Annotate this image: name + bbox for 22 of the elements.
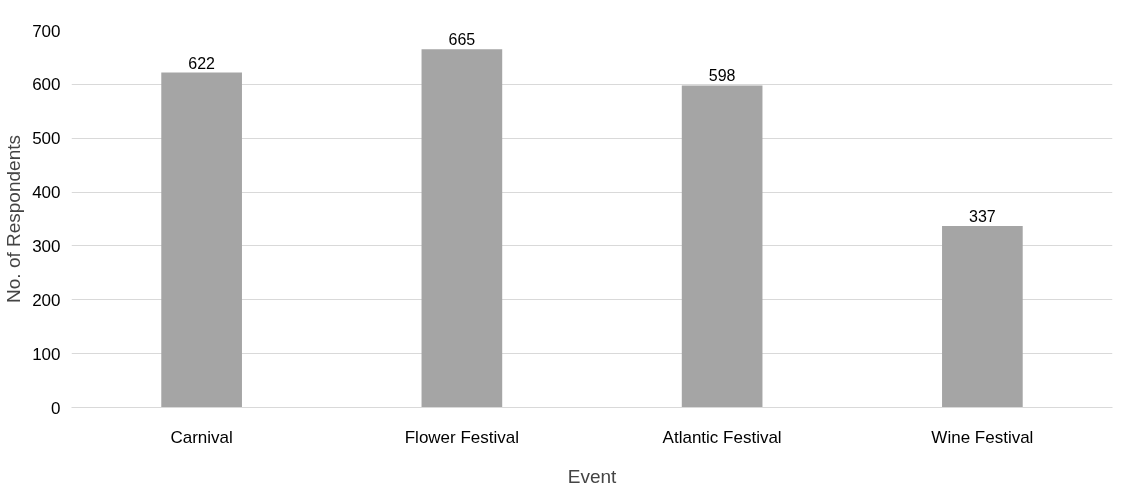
- x-tick-label: Atlantic Festival: [662, 427, 782, 447]
- bar: [681, 85, 763, 408]
- data-label: 337: [969, 208, 996, 225]
- y-tick-label: 100: [32, 344, 61, 364]
- x-tick-label: Carnival: [170, 427, 233, 447]
- y-tick-label: 0: [51, 398, 61, 418]
- data-label: 598: [708, 67, 736, 85]
- bar: [942, 226, 1023, 408]
- y-tick-label: 600: [32, 75, 61, 95]
- x-tick-label: Wine Festival: [931, 427, 1034, 447]
- y-tick-label: 400: [32, 183, 61, 203]
- x-axis-title: Event: [567, 465, 618, 487]
- y-tick-label: 300: [32, 236, 61, 256]
- data-label: 622: [188, 54, 216, 72]
- x-tick-label: Flower Festival: [404, 427, 520, 447]
- y-axis-title: No. of Respondents: [3, 135, 25, 303]
- bar: [161, 72, 242, 408]
- bar: [421, 49, 503, 408]
- data-label: 665: [448, 31, 476, 49]
- y-tick-label: 700: [32, 21, 61, 41]
- y-tick-label: 200: [32, 290, 61, 310]
- y-tick-label: 500: [32, 129, 61, 149]
